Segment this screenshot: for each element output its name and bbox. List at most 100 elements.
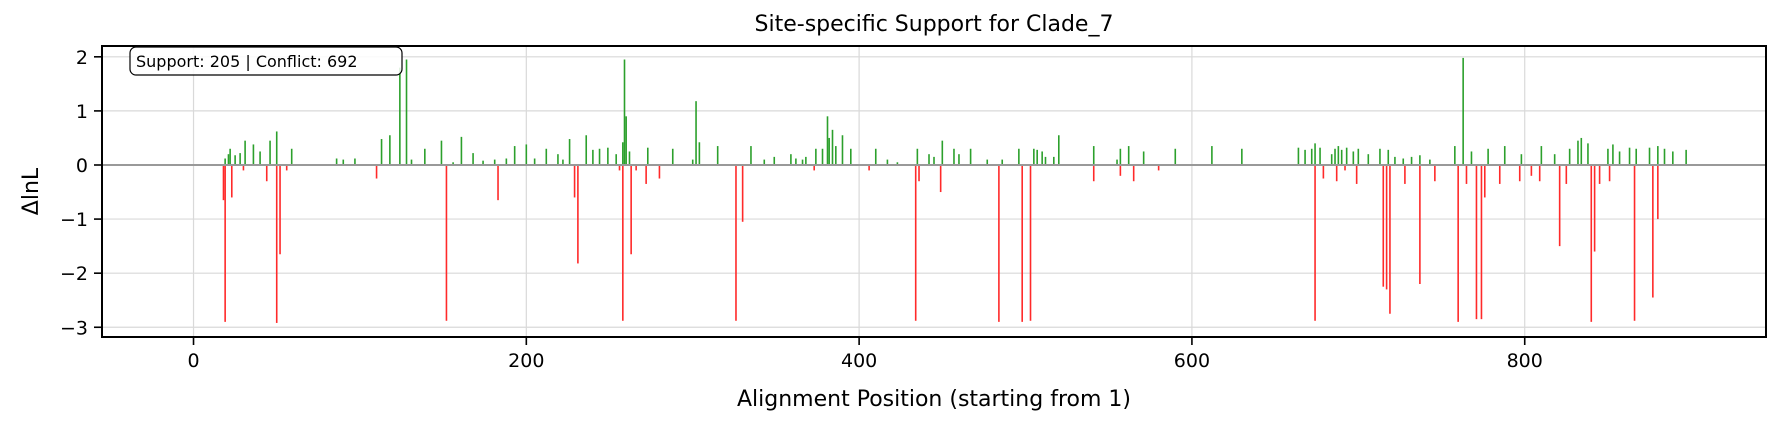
support-bar (585, 135, 588, 165)
annotation-frame (129, 46, 403, 76)
conflict-bar (1483, 165, 1486, 198)
support-bar (1241, 148, 1243, 165)
support-bar (229, 148, 231, 165)
x-tick-label: 600 (1174, 350, 1210, 372)
conflict-bar (645, 165, 647, 184)
x-tick-label: 800 (1507, 350, 1543, 372)
conflict-bar (573, 165, 576, 198)
support-bar (607, 147, 609, 165)
support-bar (1577, 140, 1579, 165)
support-bar (1454, 146, 1456, 165)
support-bar (1036, 149, 1038, 165)
conflict-bar (1558, 165, 1561, 247)
support-bar (1142, 151, 1145, 165)
support-bar (545, 148, 548, 165)
support-bar (568, 139, 571, 165)
conflict-bar (1355, 165, 1358, 184)
conflict-bar (1518, 165, 1521, 182)
conflict-bar (622, 165, 624, 321)
x-tick-label: 200 (508, 350, 544, 372)
conflict-bar (741, 165, 744, 222)
support-bar (1487, 148, 1489, 165)
conflict-bar (1419, 165, 1421, 284)
support-bar (290, 148, 293, 165)
support-bar (646, 147, 649, 165)
support-bar (275, 131, 278, 165)
conflict-bar (635, 165, 637, 171)
conflict-bar (918, 165, 920, 182)
conflict-bar (1530, 165, 1533, 176)
conflict-bar (1029, 165, 1032, 321)
support-bar (1041, 151, 1043, 165)
support-bar (1297, 147, 1300, 165)
support-bar (928, 154, 930, 165)
support-bar (773, 156, 776, 165)
conflict-bar (1598, 165, 1601, 184)
support-bar (1402, 158, 1405, 165)
conflict-bar (1382, 165, 1385, 287)
support-bar (440, 140, 443, 165)
conflict-bar (998, 165, 1000, 322)
y-tick-label: 2 (76, 47, 88, 69)
support-bar (625, 116, 627, 165)
support-bar (691, 159, 694, 165)
support-bar (1580, 137, 1583, 165)
conflict-bar (1021, 165, 1023, 322)
conflict-bar (1314, 165, 1316, 321)
conflict-bar (1593, 165, 1596, 252)
support-bar (1387, 149, 1390, 165)
support-bar (1612, 144, 1614, 165)
support-bar (525, 144, 528, 165)
support-bar (389, 135, 391, 165)
support-bar (826, 116, 829, 165)
support-bar (239, 153, 241, 165)
conflict-bar (1119, 165, 1122, 176)
support-bar (622, 142, 624, 165)
support-bar (598, 148, 601, 165)
conflict-bar (1538, 165, 1541, 182)
x-tick-label: 0 (187, 350, 199, 372)
conflict-bar (1404, 165, 1406, 184)
support-bar (493, 159, 496, 165)
support-bar (874, 148, 877, 165)
support-bar (1635, 148, 1638, 165)
conflict-bar (445, 165, 448, 321)
annotation-text: Support: 205 | Conflict: 692 (136, 52, 358, 71)
conflict-bar (1498, 165, 1501, 184)
support-bar (623, 59, 626, 165)
support-bar (1058, 135, 1060, 165)
y-axis-label: ΔlnL (19, 167, 44, 215)
support-bar (533, 158, 536, 165)
x-tick-label: 400 (841, 350, 877, 372)
support-bar (1116, 159, 1118, 165)
support-bar (821, 148, 824, 165)
support-bar (1330, 154, 1333, 165)
chart-title: Site-specific Support for Clade_7 (755, 12, 1114, 37)
conflict-bar (813, 165, 815, 171)
support-bar (1174, 148, 1177, 165)
support-bar (410, 159, 413, 165)
axis-ticks: 0 200 400 600 800 −3 −2 −1 0 1 2 (60, 47, 1543, 372)
conflict-bar (230, 165, 233, 198)
support-bar (505, 158, 508, 165)
support-bar (1410, 156, 1413, 165)
support-bar (234, 155, 236, 165)
conflict-bar (1480, 165, 1483, 320)
conflict-bar (1385, 165, 1388, 290)
y-tick-label: 1 (76, 101, 88, 123)
conflict-bar (630, 165, 632, 255)
conflict-bar (914, 165, 917, 321)
conflict-bar (577, 165, 579, 264)
support-bar (615, 154, 617, 165)
support-bar (1345, 147, 1348, 165)
support-bar (269, 140, 271, 165)
support-bar (958, 154, 960, 165)
support-bar (763, 159, 766, 165)
support-bar (557, 154, 559, 165)
conflict-bar (735, 165, 737, 321)
conflict-bar (275, 165, 278, 323)
support-bar (1352, 151, 1355, 165)
conflict-bar (265, 165, 268, 182)
conflict-bar (1092, 165, 1095, 182)
support-bar (1419, 155, 1421, 165)
